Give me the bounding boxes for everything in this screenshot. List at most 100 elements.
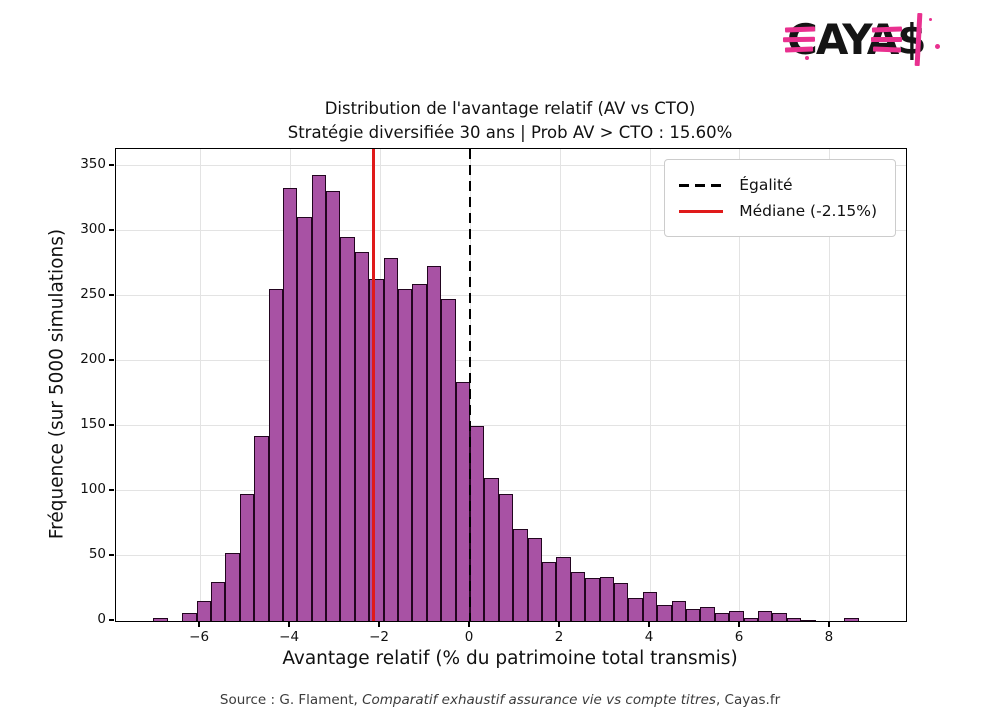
histogram-bar [801, 619, 816, 621]
x-tick-mark [558, 621, 560, 627]
legend-item-egalite: Égalité [679, 172, 877, 198]
x-tick-mark [738, 621, 740, 627]
histogram-bar [757, 610, 773, 621]
histogram-bar [182, 613, 197, 621]
equality-dashed-line [468, 149, 472, 621]
histogram-bar [426, 266, 442, 621]
source-work-title: Comparatif exhaustif assurance vie vs co… [362, 692, 716, 708]
legend-red-line-swatch [679, 209, 724, 213]
chart-subtitle: Stratégie diversifiée 30 ans | Prob AV >… [287, 123, 733, 142]
histogram-bar [786, 618, 802, 621]
y-tick-label: 250 [80, 285, 106, 302]
x-tick-label: −6 [189, 629, 210, 645]
median-line [371, 149, 376, 621]
legend: Égalité Médiane (-2.15%) [664, 159, 896, 237]
histogram-bar [326, 190, 341, 621]
histogram-bar [729, 610, 744, 621]
x-tick-label: 4 [644, 629, 654, 645]
histogram-bar [268, 289, 283, 621]
x-tick-mark [288, 621, 290, 627]
y-tick-mark [108, 619, 114, 621]
grid-line-horizontal [116, 360, 906, 362]
cayas-logo: CAYA$ [782, 12, 947, 68]
legend-dashed-line-swatch [679, 183, 724, 187]
x-tick-label: −4 [279, 629, 300, 645]
histogram-bar [354, 251, 370, 621]
histogram-bar [642, 592, 658, 621]
histogram-bar [484, 477, 499, 621]
logo-accent-bar [871, 26, 903, 33]
grid-line-horizontal [116, 295, 906, 297]
histogram-bar [772, 613, 787, 621]
histogram-bar [743, 618, 758, 621]
x-tick-label: −2 [369, 629, 390, 645]
y-tick-mark [108, 424, 114, 426]
x-tick-mark [468, 621, 470, 627]
y-tick-mark [108, 489, 114, 491]
x-tick-label: 6 [734, 629, 744, 645]
histogram-bar [570, 571, 586, 621]
grid-line-vertical [199, 149, 201, 621]
y-tick-mark [108, 294, 114, 296]
histogram-bar [671, 601, 686, 621]
x-tick-mark [198, 621, 200, 627]
source-prefix: Source : G. Flament, [219, 692, 363, 708]
histogram-bar [412, 284, 427, 621]
chart-title: Distribution de l'avantage relatif (AV v… [324, 99, 696, 118]
x-tick-label: 8 [824, 629, 834, 645]
y-tick-label: 200 [80, 350, 106, 367]
legend-label-mediane: Médiane (-2.15%) [739, 202, 877, 220]
histogram-bar [513, 528, 528, 621]
grid-line-horizontal [116, 425, 906, 427]
histogram-bar [700, 606, 715, 621]
x-tick-label: 2 [554, 629, 564, 645]
histogram-bar [254, 436, 269, 621]
y-tick-label: 0 [97, 611, 106, 627]
histogram-bar [383, 258, 399, 621]
histogram-bar [470, 425, 485, 621]
x-tick-label: 0 [464, 629, 474, 645]
histogram-bar [282, 188, 298, 621]
plot-area: Égalité Médiane (-2.15%) [115, 148, 907, 622]
logo-accent-bar [784, 46, 814, 53]
histogram-bar [527, 537, 543, 621]
histogram-bar [657, 605, 672, 621]
y-tick-label: 350 [80, 155, 106, 172]
histogram-bar [398, 289, 413, 621]
source-suffix: , Cayas.fr [715, 692, 781, 708]
histogram-bar [498, 493, 514, 621]
x-tick-mark [648, 621, 650, 627]
grid-line-horizontal [116, 490, 906, 492]
histogram-bar [239, 493, 255, 621]
histogram-bar [210, 581, 226, 621]
histogram-bar [585, 578, 600, 621]
histogram-bar [556, 557, 571, 621]
logo-accent-bar [871, 37, 902, 42]
legend-item-mediane: Médiane (-2.15%) [679, 198, 877, 224]
histogram-bar [311, 175, 327, 621]
grid-line-vertical [739, 149, 741, 621]
histogram-bar [686, 609, 701, 621]
logo-accent-bar [872, 46, 902, 53]
histogram-bar [225, 553, 240, 621]
x-tick-mark [828, 621, 830, 627]
source-caption: Source : G. Flament, Comparatif exhausti… [0, 692, 1000, 708]
histogram-bar [599, 576, 615, 621]
grid-line-vertical [559, 149, 561, 621]
logo-splatter-dot [805, 56, 809, 60]
y-tick-mark [108, 359, 114, 361]
grid-line-vertical [649, 149, 651, 621]
histogram-bar [714, 613, 730, 621]
x-axis-label: Avantage relatif (% du patrimoine total … [282, 648, 738, 669]
histogram-bar [542, 562, 557, 621]
y-tick-mark [108, 229, 114, 231]
x-tick-mark [378, 621, 380, 627]
grid-line-horizontal [116, 230, 906, 232]
y-tick-mark [108, 164, 114, 166]
grid-line-vertical [829, 149, 831, 621]
logo-splatter-dot [929, 18, 932, 21]
histogram-bar [628, 597, 643, 621]
histogram-bar [297, 216, 312, 621]
logo-accent-bar [784, 26, 816, 33]
legend-label-egalite: Égalité [739, 176, 793, 194]
